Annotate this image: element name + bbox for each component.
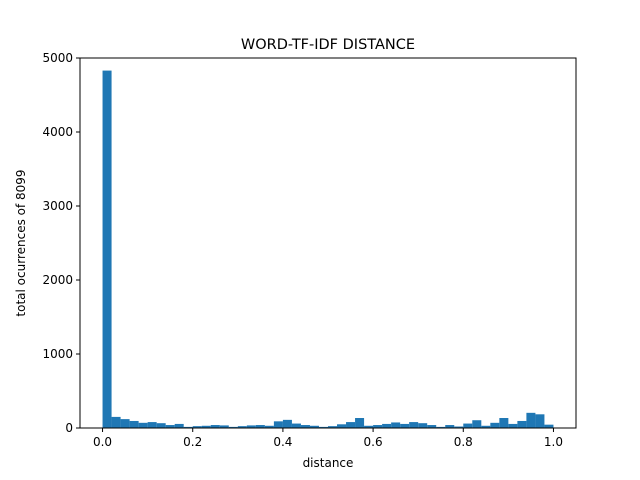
histogram-bar	[355, 418, 365, 428]
histogram-bar	[174, 423, 184, 428]
histogram-bar	[481, 425, 491, 428]
histogram-bar	[183, 426, 193, 428]
y-axis-ticks: 0 1000 2000 3000 4000 5000	[42, 51, 80, 435]
histogram-bar	[102, 70, 112, 428]
x-tick-label: 0.6	[364, 435, 383, 449]
histogram-bar	[499, 418, 509, 428]
histogram-bar	[147, 422, 157, 428]
histogram-bar	[445, 425, 455, 428]
x-tick-label: 0.0	[93, 435, 112, 449]
chart-title: WORD-TF-IDF DISTANCE	[241, 37, 415, 53]
histogram-bar	[337, 424, 347, 428]
histogram-bar	[192, 426, 202, 428]
histogram-bar	[291, 423, 301, 428]
histogram-bar	[300, 425, 310, 428]
histogram-bar	[544, 424, 554, 428]
histogram-bar	[463, 423, 473, 428]
histogram-bar	[517, 420, 527, 428]
histogram-bar	[535, 414, 545, 428]
histogram-bar	[156, 423, 166, 428]
histogram-bar	[282, 419, 292, 428]
histogram-bar	[219, 425, 229, 428]
histogram-bar	[255, 425, 265, 428]
x-axis-ticks: 0.0 0.2 0.4 0.6 0.8 1.0	[93, 428, 563, 449]
histogram-bar	[373, 425, 383, 428]
histogram-bar	[400, 423, 410, 428]
histogram-bar	[201, 425, 211, 428]
histogram-bar	[346, 422, 356, 428]
histogram-bar	[318, 426, 328, 428]
histogram-bar	[165, 425, 175, 428]
histogram-bar	[129, 420, 139, 428]
histogram-bar	[328, 426, 338, 428]
bars-group	[102, 70, 554, 428]
x-tick-label: 1.0	[544, 435, 563, 449]
x-tick-label: 0.4	[273, 435, 292, 449]
histogram-bar	[454, 426, 464, 428]
histogram-bar	[391, 422, 401, 428]
x-tick-label: 0.2	[183, 435, 202, 449]
histogram-bar	[273, 421, 283, 428]
histogram-bar	[490, 422, 500, 428]
plot-frame	[79, 57, 577, 429]
y-axis-label: total ocurrences of 8099	[14, 169, 28, 316]
histogram-bar	[418, 423, 428, 428]
y-tick-label: 2000	[42, 273, 73, 287]
x-tick-label: 0.8	[454, 435, 473, 449]
y-tick-label: 1000	[42, 347, 73, 361]
histogram-bar	[427, 425, 437, 428]
histogram-bar	[228, 426, 238, 428]
histogram-bar	[111, 416, 121, 428]
x-axis-label: distance	[303, 456, 354, 470]
histogram-bar	[264, 425, 274, 428]
y-tick-label: 3000	[42, 199, 73, 213]
histogram-bar	[472, 420, 482, 428]
histogram-bar	[138, 422, 148, 428]
histogram-bar	[409, 422, 419, 428]
histogram-bar	[436, 426, 446, 428]
y-tick-label: 4000	[42, 125, 73, 139]
histogram-bar	[309, 425, 319, 428]
histogram-bar	[246, 425, 256, 428]
histogram-bar	[210, 425, 220, 428]
histogram-bar	[237, 426, 247, 428]
y-tick-label: 0	[65, 421, 73, 435]
y-tick-label: 5000	[42, 51, 73, 65]
histogram-bar	[382, 423, 392, 428]
histogram-bar	[508, 423, 518, 428]
histogram-bar	[120, 419, 130, 428]
histogram-bar	[364, 425, 374, 428]
histogram-bar	[526, 412, 536, 428]
